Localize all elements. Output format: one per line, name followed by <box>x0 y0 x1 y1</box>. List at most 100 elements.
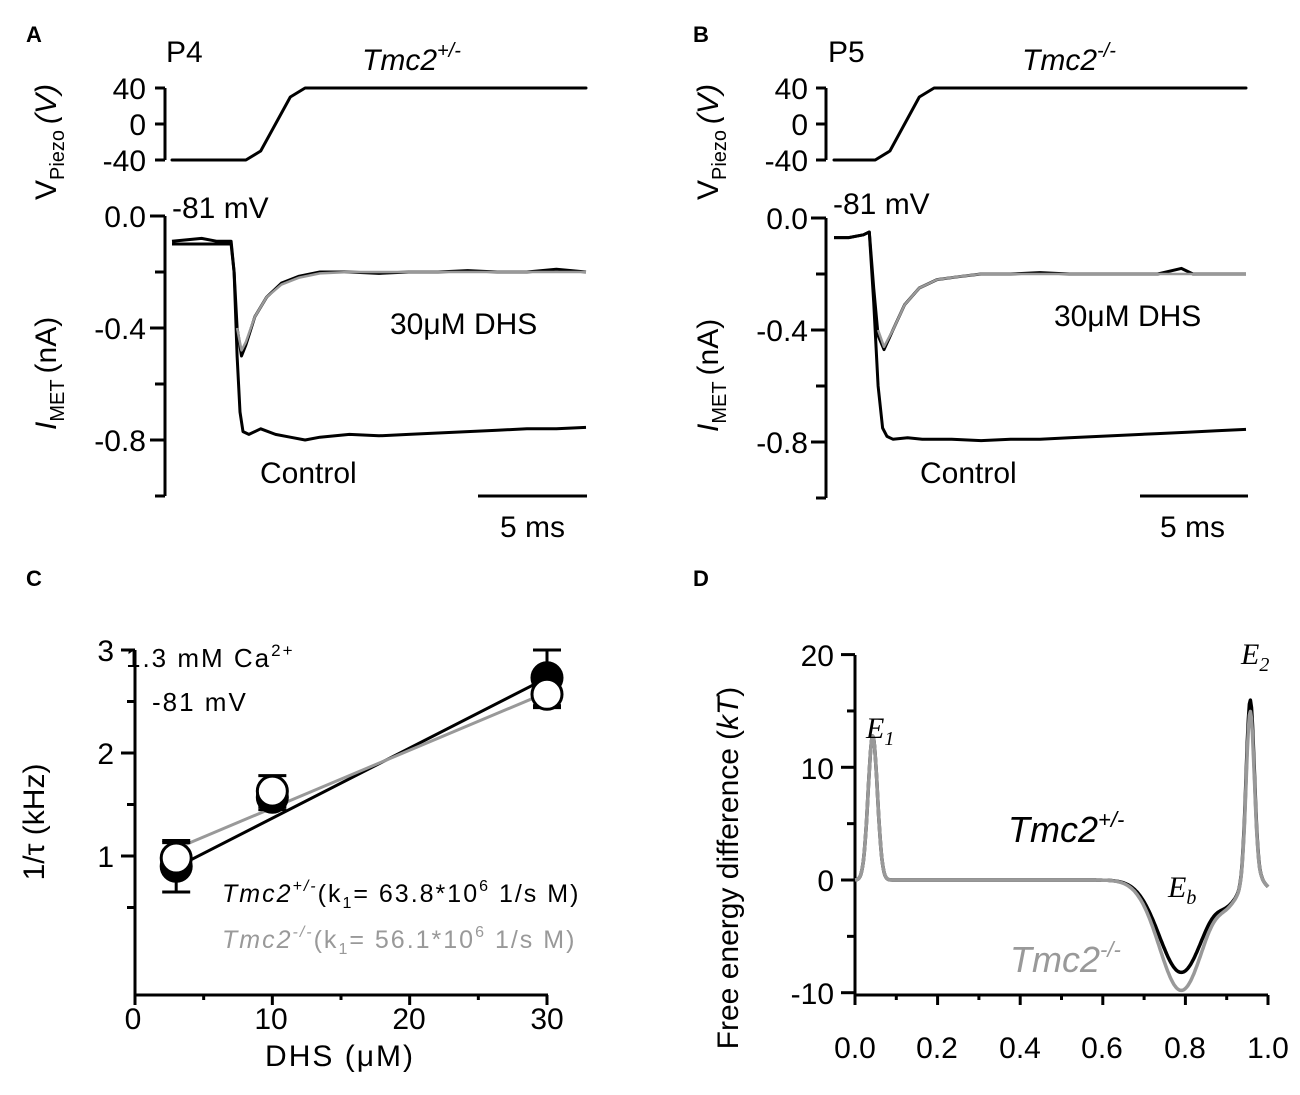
panel-c-legend-ko-kexp: 6 <box>475 924 486 941</box>
panel-c-legend-het-kpre: (k <box>318 880 343 908</box>
panel-d-y-tick-label: 20 <box>801 640 834 673</box>
panel-c-annotation-ion-sup: 2+ <box>271 641 294 660</box>
panel-c-legend-ko-kpre: (k <box>314 926 339 954</box>
panel-a-stim-tick-label: 0 <box>129 109 146 142</box>
data-point-ko <box>530 677 564 711</box>
panel-d-eb-label: Eb <box>1167 871 1196 909</box>
panel-d-e1-label: E1 <box>865 712 894 750</box>
panel-d-x-tick-label: 0.4 <box>999 1032 1041 1065</box>
panel-a-stimulus-trace <box>170 86 588 162</box>
panel-a-control-label: Control <box>260 457 357 490</box>
trace-fit <box>235 270 586 352</box>
panel-c-legend-het-kexp: 6 <box>479 878 490 895</box>
panel-a-drug-label: 30μM DHS <box>390 308 537 341</box>
panel-c-legend-het-kunit: 1/s M) <box>490 880 580 908</box>
panel-b-scalebar-label: 5 ms <box>1160 511 1225 544</box>
panel-a-current-tick-label: 0.0 <box>104 201 146 234</box>
fit-line-tmc2 <box>175 676 548 869</box>
panel-b-stim-ylabel-sub: Piezo <box>709 130 731 180</box>
panel-c-legend-ko: Tmc2-/-(k1= 56.1*106 1/s M) <box>222 924 576 958</box>
panel-b-current-traces <box>834 230 1247 443</box>
panel-b-current-tick-label: -0.8 <box>756 427 808 460</box>
panel-c-xlabel: DHS (μM) <box>265 1040 415 1073</box>
trace-control <box>834 230 1247 443</box>
panel-c-legend-het-sup: +/- <box>293 878 318 895</box>
panel-d-e2-sub: 2 <box>1259 654 1269 676</box>
panel-c-ylabel: 1/τ (kHz) <box>18 764 51 881</box>
panel-b-genotype-label: Tmc2-/- <box>1022 40 1116 77</box>
panel-a-letter: A <box>26 22 42 47</box>
panel-d-x-tick-label: 1.0 <box>1247 1032 1289 1065</box>
panel-b-age-label: P5 <box>828 36 865 69</box>
panel-c-legend-ko-ksub: 1 <box>338 941 349 958</box>
panel-d-ylabel-main: Free energy difference <box>712 748 745 1049</box>
panel-d-ko-base: Tmc2 <box>1010 939 1100 980</box>
panel-c-y-tick-label: 2 <box>97 738 114 771</box>
panel-d: D 0.0 0.2 0.4 0.6 0.8 1.0 20 10 0 -10 Fr… <box>693 566 1289 1065</box>
panel-b-stim-ylabel-main: V <box>692 180 725 200</box>
data-point-ko <box>255 774 289 808</box>
panel-c-legend-het-base: Tmc2 <box>222 880 293 908</box>
panel-b-stim-ylabel-unit: (V) <box>692 84 725 124</box>
panel-d-e1-main: E <box>865 712 884 745</box>
panel-c-ticks <box>121 648 549 1005</box>
panel-d-y-tick-label: -10 <box>791 978 834 1011</box>
panel-d-y-tick-label: 0 <box>817 865 834 898</box>
panel-b-current-tick-label: -0.4 <box>756 315 808 348</box>
panel-a-current-ylabel-main: I <box>30 422 63 430</box>
panel-a-stim-ylabel: VPiezo (V) <box>30 84 69 200</box>
panel-b-stim-tick-label: 0 <box>791 109 808 142</box>
panel-d-ticks <box>841 653 1270 1005</box>
panel-d-ylabel-open: ( <box>712 730 745 740</box>
panel-a-stim-ylabel-sub: Piezo <box>47 130 69 180</box>
panel-a-current-traces <box>171 236 587 442</box>
panel-a-current-tick-label: -0.8 <box>94 425 146 458</box>
panel-c-annotation-conc-text: 1.3 mM Ca <box>126 643 271 673</box>
panel-b: B P5 Tmc2-/- 40 0 -40 VPiezo (V) 0.0 -0.4… <box>692 22 1248 544</box>
panel-d-ylabel-close: ) <box>712 687 745 697</box>
panel-b-current-tick-label: 0.0 <box>766 203 808 236</box>
panel-c-x-tick-label: 20 <box>392 1003 425 1036</box>
panel-c-legend-ko-kval: = 56.1*10 <box>349 926 475 954</box>
panel-d-eb-sub: b <box>1186 887 1196 909</box>
panel-c-annotation-conc: 1.3 mM Ca2+ <box>126 641 295 673</box>
panel-d-e2-main: E <box>1240 638 1259 671</box>
panel-c-legend-het-kval: = 63.8*10 <box>353 880 479 908</box>
panel-a-stim-ylabel-unit: (V) <box>30 84 63 124</box>
panel-c-x-tick-label: 0 <box>125 1003 142 1036</box>
panel-d-ko-sup: -/- <box>1100 937 1121 962</box>
panel-d-x-tick-label: 0.6 <box>1081 1032 1123 1065</box>
panel-d-het-label: Tmc2+/- <box>1008 807 1124 850</box>
panel-a-current-ylabel: IMET (nA) <box>30 317 69 430</box>
panel-c-y-tick-label: 1 <box>97 841 114 874</box>
panel-c-x-tick-label: 30 <box>530 1003 563 1036</box>
panel-d-plot <box>854 698 1270 993</box>
panel-b-genotype-base: Tmc2 <box>1022 44 1097 77</box>
panel-c-legend-het-ksub: 1 <box>342 895 353 912</box>
panel-c-legend-ko-base: Tmc2 <box>222 926 293 954</box>
panel-a-stim-ylabel-main: V <box>30 180 63 200</box>
panel-a: A P4 Tmc2+/- 40 0 -40 VPiezo (V) 0.0 -0.4… <box>26 22 588 544</box>
panel-c-x-tick-label: 10 <box>254 1003 287 1036</box>
panel-b-genotype-sup: -/- <box>1097 40 1116 62</box>
panel-c-legend-het: Tmc2+/-(k1= 63.8*106 1/s M) <box>222 878 580 912</box>
panel-b-stim-tick-label: 40 <box>775 73 808 106</box>
panel-d-ylabel: Free energy difference (kT) <box>712 687 745 1050</box>
panel-a-stim-tick-label: 40 <box>113 73 146 106</box>
panel-a-age-label: P4 <box>166 36 203 69</box>
panel-c-letter: C <box>26 566 42 591</box>
panel-a-genotype-label: Tmc2+/- <box>362 40 461 77</box>
panel-d-het-sup: +/- <box>1098 807 1124 832</box>
panel-a-current-ylabel-unit: (nA) <box>30 317 63 374</box>
panel-b-voltage-label: -81 mV <box>833 188 930 221</box>
panel-d-x-tick-label: 0.2 <box>916 1032 958 1065</box>
panel-d-y-tick-label: 10 <box>801 753 834 786</box>
fit-line-tmc2 <box>175 691 548 850</box>
panel-a-current-tick-label: -0.4 <box>94 313 146 346</box>
panel-b-control-label: Control <box>920 457 1017 490</box>
panel-d-ylabel-unit: kT <box>712 694 745 730</box>
panel-d-letter: D <box>693 566 709 591</box>
panel-d-ko-label: Tmc2-/- <box>1010 937 1121 980</box>
data-point-ko <box>159 841 193 875</box>
